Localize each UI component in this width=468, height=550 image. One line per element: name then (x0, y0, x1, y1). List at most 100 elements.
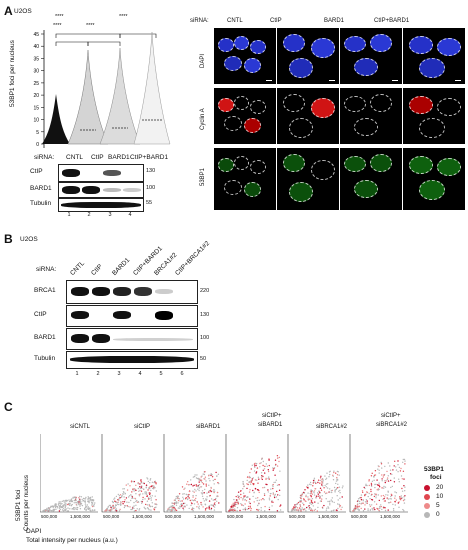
scatter-point (329, 491, 331, 494)
scatter-point (389, 465, 391, 467)
scatter-point (367, 508, 369, 510)
scatter-point (55, 505, 57, 507)
scatter-point (319, 477, 322, 479)
scatter-point (238, 495, 240, 498)
x-tick-label: 500,000 (227, 514, 244, 519)
scatter-point (263, 486, 266, 489)
scatter-point (328, 471, 331, 473)
scatter-point (192, 496, 194, 498)
scatter-point (265, 463, 267, 465)
micro-col-bard1: BARD1 (324, 18, 345, 24)
scatter-point (374, 470, 377, 472)
scatter-point (299, 505, 302, 508)
scatter-point (151, 481, 154, 483)
scatter-point (370, 484, 373, 486)
scatter-point (368, 480, 370, 482)
scatter-point (78, 497, 80, 499)
scatter-point (205, 485, 207, 487)
scatter-point (232, 508, 234, 511)
scatter-point (170, 505, 172, 507)
scatter-point (252, 495, 254, 498)
scatter-point (314, 501, 316, 503)
scatter-point (374, 493, 376, 495)
scatter-point (145, 503, 147, 506)
scatter-point (210, 509, 212, 511)
scatter-point (216, 495, 218, 498)
scatter-point (203, 492, 205, 494)
scatter-point (123, 496, 125, 498)
scatter-point (149, 497, 151, 500)
scatter-point (309, 481, 312, 484)
scatter-point (191, 499, 193, 501)
scatter-point (380, 461, 382, 464)
scatter-point (123, 506, 126, 509)
scatter-point (267, 491, 269, 493)
scatter-point (325, 483, 328, 485)
scatter-point (84, 503, 87, 505)
lane-bard1: BARD1 (108, 154, 130, 161)
scatter-point (206, 507, 208, 509)
scatter-point (353, 508, 355, 511)
scatter-point (84, 507, 86, 510)
scatter-point (137, 487, 140, 490)
blot-a-bard1 (58, 182, 144, 198)
scatter-point (87, 507, 89, 509)
scatter-point (140, 482, 142, 484)
scatter-point (246, 476, 249, 478)
scatter-point (250, 507, 252, 510)
c-y-label-2: Counts per nucleus (23, 474, 30, 531)
scatter-point (245, 500, 248, 502)
scatter-point (66, 510, 68, 512)
scatter-point (67, 503, 69, 506)
scatter-point (265, 477, 267, 480)
panel-a-cell-line: U2OS (14, 8, 32, 15)
legend: 20 10 5 0 (424, 484, 464, 525)
scatter-point (365, 484, 367, 487)
scatter-point (146, 504, 148, 506)
scatter-point (135, 500, 137, 503)
scatter-point (73, 502, 75, 504)
scatter-point (374, 508, 376, 511)
scatter-point (61, 509, 64, 511)
scatter-point (365, 499, 368, 501)
scatter-point (202, 506, 204, 508)
violin-y-label: 53BP1 foci per nucleus (9, 40, 16, 107)
scatter-point (362, 510, 365, 512)
x-tick-label: 500,000 (165, 514, 182, 519)
scatter-point (311, 509, 313, 511)
scatter-point (336, 495, 338, 497)
scatter-point (197, 503, 199, 505)
scatter-axis (163, 434, 222, 513)
scatter-point (75, 508, 77, 510)
scatter-point (325, 478, 327, 481)
scatter-point (130, 499, 132, 502)
scatter-point (311, 493, 314, 495)
scatter-point (371, 472, 373, 474)
scatter-point (51, 505, 54, 507)
scatter-point (193, 507, 195, 510)
scatter-point (277, 494, 279, 496)
scatter-point (375, 495, 377, 497)
scatter-point (242, 499, 244, 501)
scatter-point (301, 493, 303, 496)
scatter-point (86, 504, 88, 506)
scatter-point (127, 496, 130, 498)
scatter-point (59, 505, 61, 507)
scatter-point (233, 498, 235, 501)
scatter-point (300, 494, 302, 496)
lane-b-num-6: 6 (180, 371, 184, 377)
scatter-point (228, 510, 230, 512)
scatter-point (364, 487, 366, 490)
scatter-point (321, 498, 323, 500)
scatter-point (310, 496, 313, 498)
scatter-point (137, 483, 139, 485)
violin-plot-svg: 0 5 10 15 20 25 30 35 40 45 (33, 30, 171, 148)
scatter-point (268, 476, 270, 478)
scatter-point (149, 482, 151, 484)
scatter-point (189, 484, 191, 486)
scatter-point (168, 508, 170, 511)
scatter-point (87, 506, 90, 508)
scatter-point (172, 509, 174, 511)
scatter-point (262, 487, 264, 489)
scatter-point (204, 476, 207, 478)
